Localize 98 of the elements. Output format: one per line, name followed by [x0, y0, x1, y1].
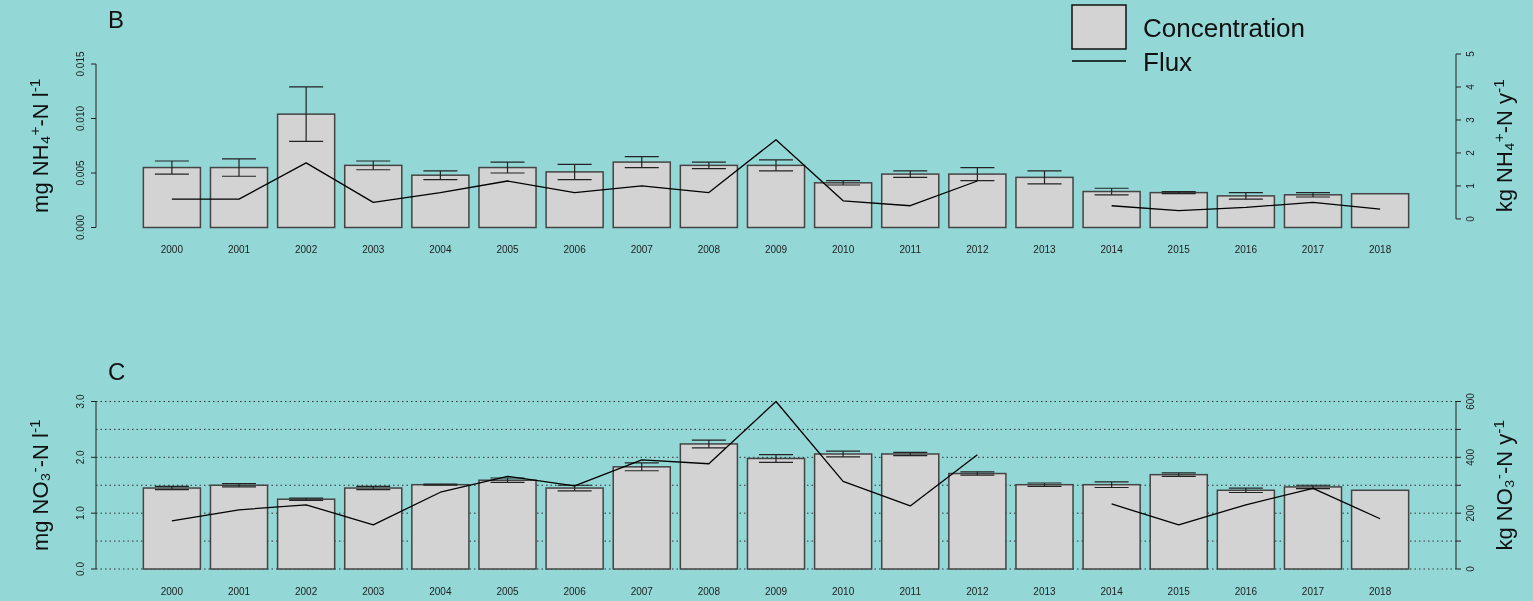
bar: [1350, 192, 1410, 229]
y-tick-label: 2.0: [75, 449, 86, 465]
bar: [813, 453, 873, 570]
x-tick-label: 2010: [832, 586, 855, 597]
y2-tick-label: 4: [1465, 83, 1476, 90]
bar: [1015, 176, 1074, 229]
bar: [1283, 486, 1343, 570]
x-tick-label: 2014: [1100, 244, 1124, 255]
bar: [209, 166, 269, 229]
y2-tick-label: 1: [1465, 182, 1476, 189]
y2-tick-label: 0: [1465, 565, 1476, 572]
x-tick-label: 2009: [764, 244, 788, 255]
y2-tick-label: 400: [1465, 448, 1476, 466]
x-tick-label: 2007: [630, 244, 654, 255]
bar: [1283, 194, 1343, 229]
x-tick-label: 2013: [1033, 586, 1057, 597]
x-tick-label: 2010: [832, 244, 855, 255]
bar: [746, 164, 806, 229]
y2-tick-label: 200: [1465, 504, 1476, 522]
bar: [679, 164, 739, 229]
x-tick-label: 2015: [1167, 244, 1191, 255]
x-tick-label: 2005: [496, 244, 520, 255]
x-tick-label: 2008: [697, 244, 721, 255]
x-tick-label: 2003: [362, 586, 385, 597]
bar: [1015, 483, 1074, 570]
chart-title: C: [108, 358, 126, 385]
bar: [343, 487, 403, 570]
y-tick-label: 0.000: [75, 214, 86, 241]
y2-tick-label: 5: [1465, 50, 1476, 57]
x-tick-label: 2006: [563, 244, 587, 255]
bar: [478, 479, 537, 570]
bar: [276, 498, 336, 570]
bar: [343, 164, 403, 229]
bar: [142, 166, 202, 229]
x-tick-label: 2000: [160, 244, 184, 255]
bar: [612, 466, 672, 570]
bar: [880, 173, 940, 229]
bar: [948, 472, 1007, 570]
x-tick-label: 2017: [1301, 586, 1325, 597]
bar: [746, 457, 806, 570]
bar: [1082, 483, 1141, 570]
bar: [545, 171, 604, 229]
bar: [1082, 190, 1141, 229]
x-tick-label: 2004: [429, 586, 452, 597]
x-tick-label: 2002: [295, 244, 318, 255]
y-tick-label: 0.005: [75, 160, 86, 186]
x-tick-label: 2009: [764, 586, 788, 597]
y2-tick-label: 3: [1465, 116, 1476, 123]
y2-tick-label: 600: [1465, 392, 1476, 410]
bar: [411, 483, 470, 570]
x-tick-label: 2013: [1033, 244, 1057, 255]
chart-title: B: [108, 6, 125, 33]
x-tick-label: 2017: [1301, 244, 1325, 255]
x-tick-label: 2011: [899, 244, 922, 255]
x-tick-label: 2007: [630, 586, 654, 597]
bar: [880, 453, 940, 570]
bar: [813, 182, 873, 229]
bar: [1216, 195, 1276, 229]
bar: [679, 443, 739, 570]
x-tick-label: 2003: [362, 244, 385, 255]
bar: [1216, 489, 1276, 570]
y-tick-label: 0.015: [75, 51, 86, 77]
bar: [1149, 473, 1209, 570]
x-tick-label: 2012: [966, 244, 989, 255]
bar: [612, 161, 672, 229]
bar: [142, 487, 202, 570]
y-tick-label: 1.0: [75, 505, 86, 521]
x-tick-label: 2012: [966, 586, 989, 597]
x-tick-label: 2016: [1234, 244, 1258, 255]
x-tick-label: 2014: [1100, 586, 1124, 597]
x-tick-label: 2015: [1167, 586, 1191, 597]
x-tick-label: 2001: [227, 586, 251, 597]
x-tick-label: 2006: [563, 586, 587, 597]
x-tick-label: 2018: [1368, 586, 1392, 597]
x-tick-label: 2011: [899, 586, 922, 597]
bar: [545, 487, 604, 570]
bar: [1149, 191, 1209, 229]
x-tick-label: 2018: [1368, 244, 1392, 255]
y-tick-label: 0.010: [75, 105, 86, 132]
x-tick-label: 2001: [227, 244, 251, 255]
x-tick-label: 2016: [1234, 586, 1258, 597]
bar: [411, 174, 470, 229]
bar: [276, 113, 336, 229]
y2-tick-label: 0: [1465, 215, 1476, 222]
x-tick-label: 2004: [429, 244, 452, 255]
y-tick-label: 0.0: [75, 561, 86, 576]
x-tick-label: 2008: [697, 586, 721, 597]
bar: [1350, 489, 1410, 570]
y-tick-label: 3.0: [75, 394, 86, 409]
x-tick-label: 2000: [160, 586, 184, 597]
bar: [478, 166, 537, 229]
legend-label: Flux: [1143, 47, 1193, 77]
x-tick-label: 2005: [496, 586, 520, 597]
bar: [209, 484, 269, 570]
bar: [948, 173, 1007, 229]
y2-tick-label: 2: [1465, 149, 1476, 156]
x-tick-label: 2002: [295, 586, 318, 597]
legend-label: Concentration: [1143, 13, 1305, 43]
